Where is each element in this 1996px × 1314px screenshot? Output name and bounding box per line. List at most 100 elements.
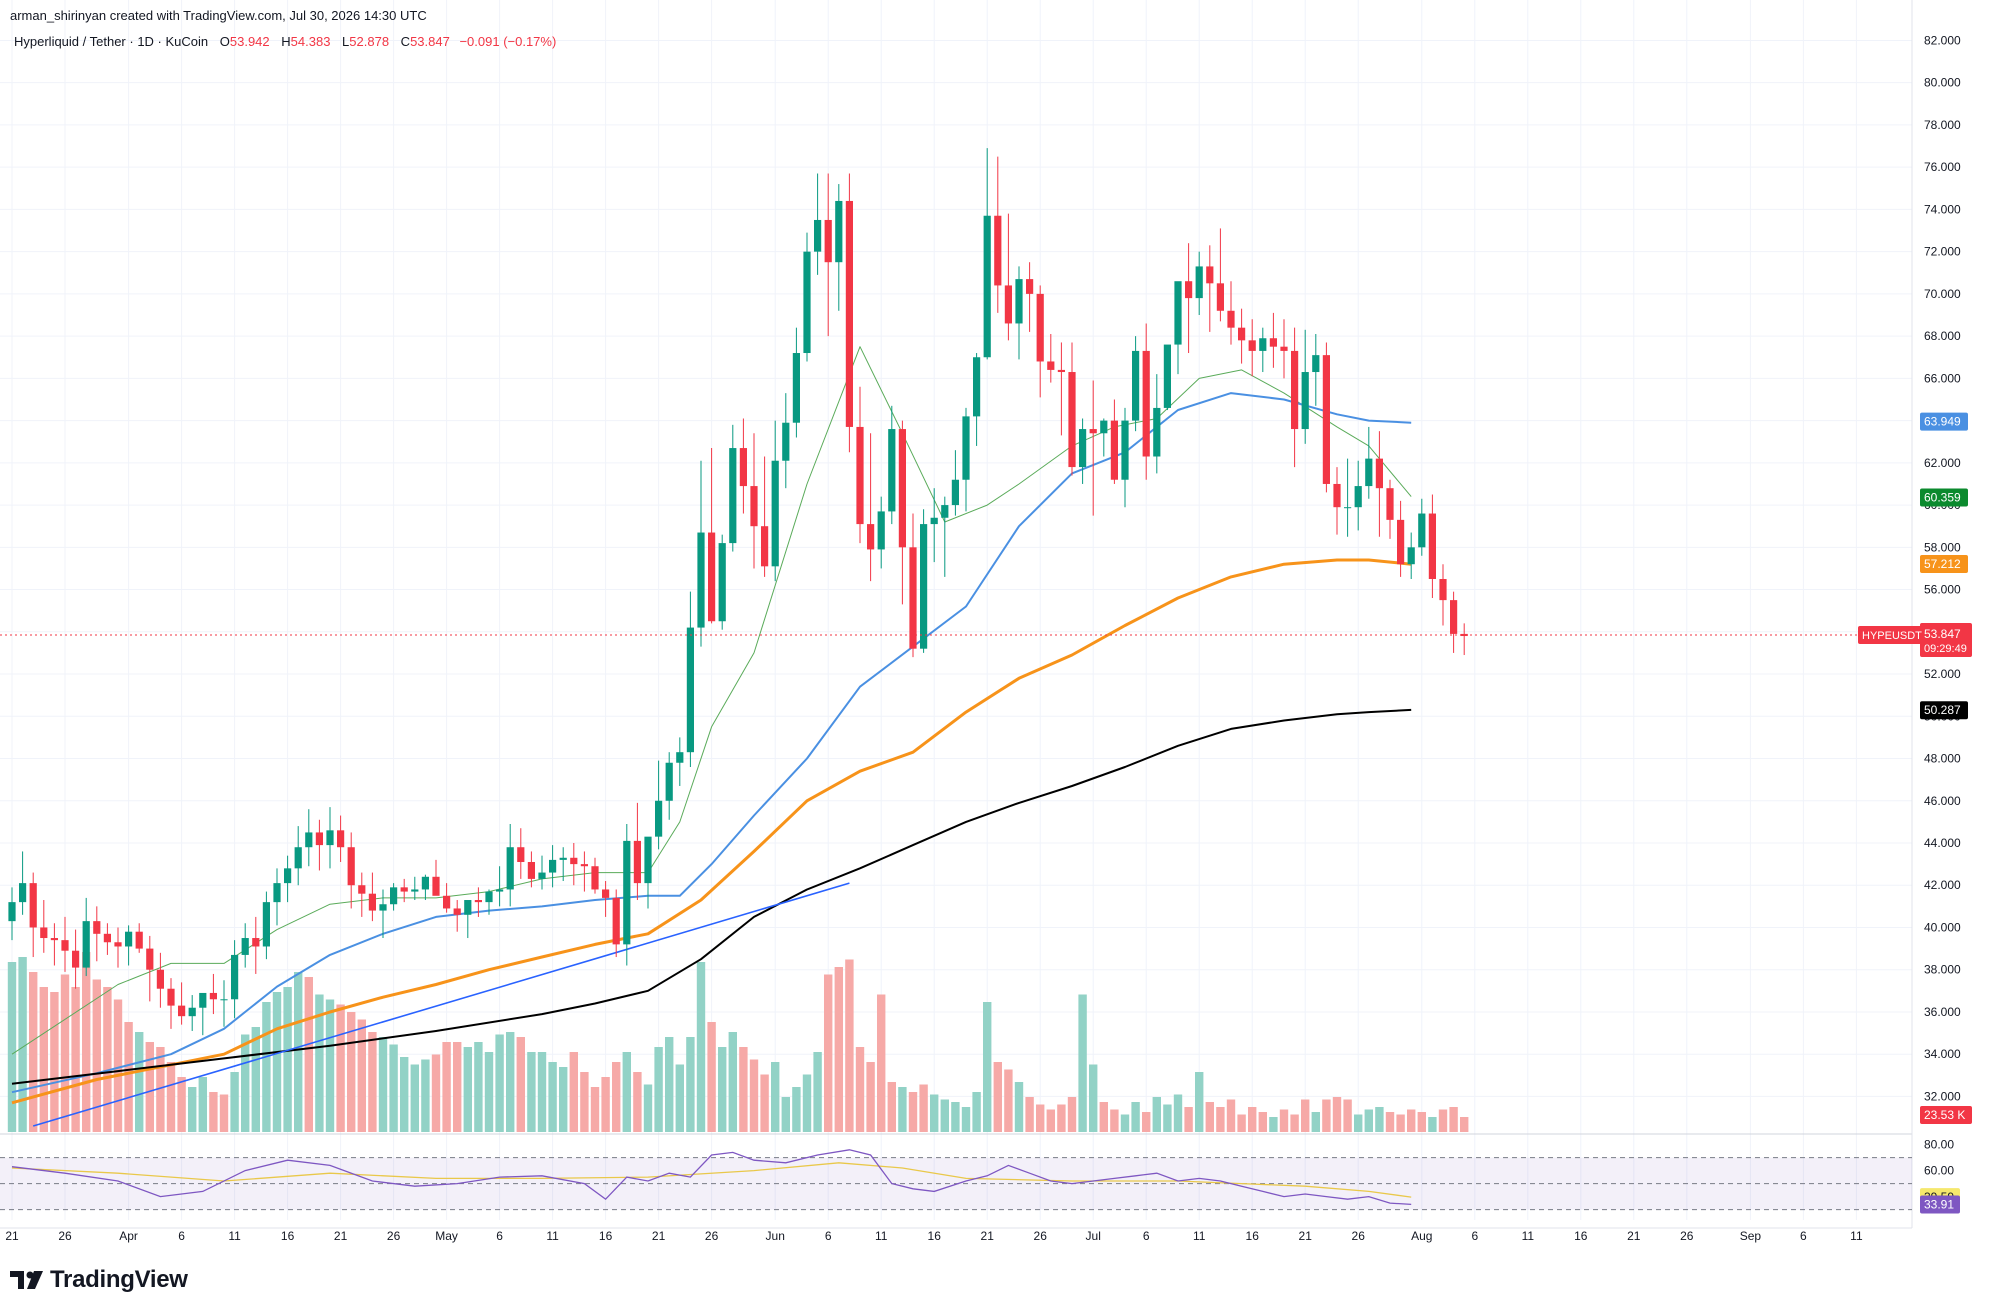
symbol-tag-bg	[1858, 626, 1922, 645]
rsi-tick-label: 80.00	[1924, 1138, 1954, 1152]
volume-bar	[972, 1092, 981, 1132]
candle-body	[1110, 420, 1118, 480]
volume-bar	[71, 987, 80, 1132]
candle-body	[1301, 372, 1309, 430]
candle-body	[718, 543, 726, 622]
volume-bar	[283, 987, 292, 1132]
volume-bar	[824, 974, 833, 1132]
volume-bar	[103, 987, 112, 1132]
candle-body	[665, 762, 673, 801]
candle-body	[761, 526, 769, 567]
volume-bar	[1216, 1107, 1225, 1132]
price-axis[interactable]: 82.000 80.000 78.000 76.000 74.000 72.000 70.0…	[1858, 33, 1972, 1214]
volume-bar	[527, 1052, 536, 1132]
volume-bar	[633, 1072, 642, 1132]
trendline[interactable]	[32, 882, 850, 1127]
volume-bar	[336, 1004, 345, 1132]
volume-bar	[325, 999, 335, 1132]
volume-bar	[887, 1082, 896, 1132]
volume-bar	[993, 1062, 1002, 1132]
price-tick-label: 78.000	[1924, 118, 1961, 132]
volume-bar	[675, 1064, 684, 1132]
candle-body	[888, 429, 896, 512]
candle-body	[1333, 483, 1341, 508]
price-tick-label: 58.000	[1924, 540, 1961, 554]
candle-body	[199, 992, 207, 1008]
price-tick-label: 68.000	[1924, 329, 1961, 343]
volume-bar	[718, 1047, 727, 1132]
volume-bar	[845, 959, 854, 1132]
volume-bar	[1184, 1107, 1193, 1132]
time-tick-label: Apr	[119, 1229, 138, 1243]
volume-bar	[495, 1034, 504, 1132]
candle-body	[1312, 355, 1320, 373]
candle-body	[188, 1007, 196, 1017]
candle-body	[1068, 372, 1076, 468]
volume-bar	[1449, 1107, 1458, 1132]
ma-value-tag: 60.359	[1924, 490, 1961, 504]
volume-bar	[262, 1002, 271, 1132]
volume-bar	[813, 1052, 822, 1132]
candle-body	[379, 904, 387, 911]
candle-body	[390, 887, 398, 905]
volume-bar	[919, 1084, 928, 1132]
time-tick-label: 16	[281, 1229, 295, 1243]
volume-bar	[612, 1062, 621, 1132]
time-axis[interactable]: 21 26 Apr 6 11 16 21 26 May 6 11 16 21 26 Jun 6 11 16 21 26…	[5, 1229, 1863, 1243]
tradingview-brand[interactable]: TradingView	[10, 1266, 188, 1294]
rsi-value-tag-bg	[1920, 1195, 1960, 1214]
candle-body	[209, 992, 217, 1000]
candle-body	[1057, 369, 1065, 373]
candle-body	[856, 426, 864, 525]
time-tick-label: 16	[1574, 1229, 1588, 1243]
candle-body	[559, 857, 567, 860]
rsi-value-tag: 33.91	[1924, 1198, 1954, 1212]
candle-body	[156, 969, 164, 989]
open-label: O	[219, 34, 230, 49]
candle-body	[474, 900, 482, 903]
candle-body	[305, 832, 313, 848]
volume-bars	[7, 952, 1469, 1132]
time-tick-label: 6	[496, 1229, 503, 1243]
volume-bar	[484, 1052, 494, 1132]
candle-body	[1015, 279, 1023, 324]
candle-body	[1344, 507, 1352, 509]
volume-value-tag: 23.53 K	[1924, 1108, 1965, 1122]
volume-bar	[1396, 1114, 1405, 1132]
chart-grid	[0, 0, 1913, 1229]
symbol-legend[interactable]: Hyperliquid / Tether · 1D · KuCoin O53.9…	[14, 34, 556, 49]
volume-bar	[781, 1097, 790, 1132]
volume-bar	[166, 1062, 176, 1132]
candle-body	[8, 902, 16, 922]
price-tick-label: 80.000	[1924, 76, 1961, 90]
candlesticks[interactable]	[8, 148, 1468, 1036]
candle-body	[496, 889, 504, 892]
candle-body	[411, 889, 419, 892]
time-tick-label: Jul	[1086, 1229, 1101, 1243]
price-tick-label: 56.000	[1924, 583, 1961, 597]
volume-bar	[347, 1012, 356, 1132]
candle-body	[347, 847, 355, 886]
time-tick-label: Sep	[1740, 1229, 1762, 1243]
candle-body	[284, 868, 292, 884]
volume-bar	[1364, 1109, 1373, 1132]
candle-body	[983, 215, 991, 358]
candle-body	[432, 876, 440, 896]
volume-bar	[1205, 1102, 1214, 1132]
last-price-tag-bg	[1920, 623, 1972, 658]
time-tick-label: 21	[5, 1229, 19, 1243]
ma-value-tag-bg	[1920, 554, 1968, 573]
candle-body	[135, 931, 143, 949]
high-value: 54.383	[290, 34, 331, 49]
candle-body	[1238, 327, 1246, 341]
candle-body	[1206, 266, 1214, 284]
volume-bar	[1173, 1094, 1183, 1132]
volume-bar	[219, 1094, 229, 1132]
time-tick-label: 26	[387, 1229, 401, 1243]
candle-body	[61, 940, 69, 951]
volume-bar	[1428, 1117, 1437, 1132]
price-tick-label: 40.000	[1924, 920, 1961, 934]
volume-bar	[1354, 1114, 1363, 1132]
change-value: −0.091 (−0.17%)	[459, 34, 557, 49]
